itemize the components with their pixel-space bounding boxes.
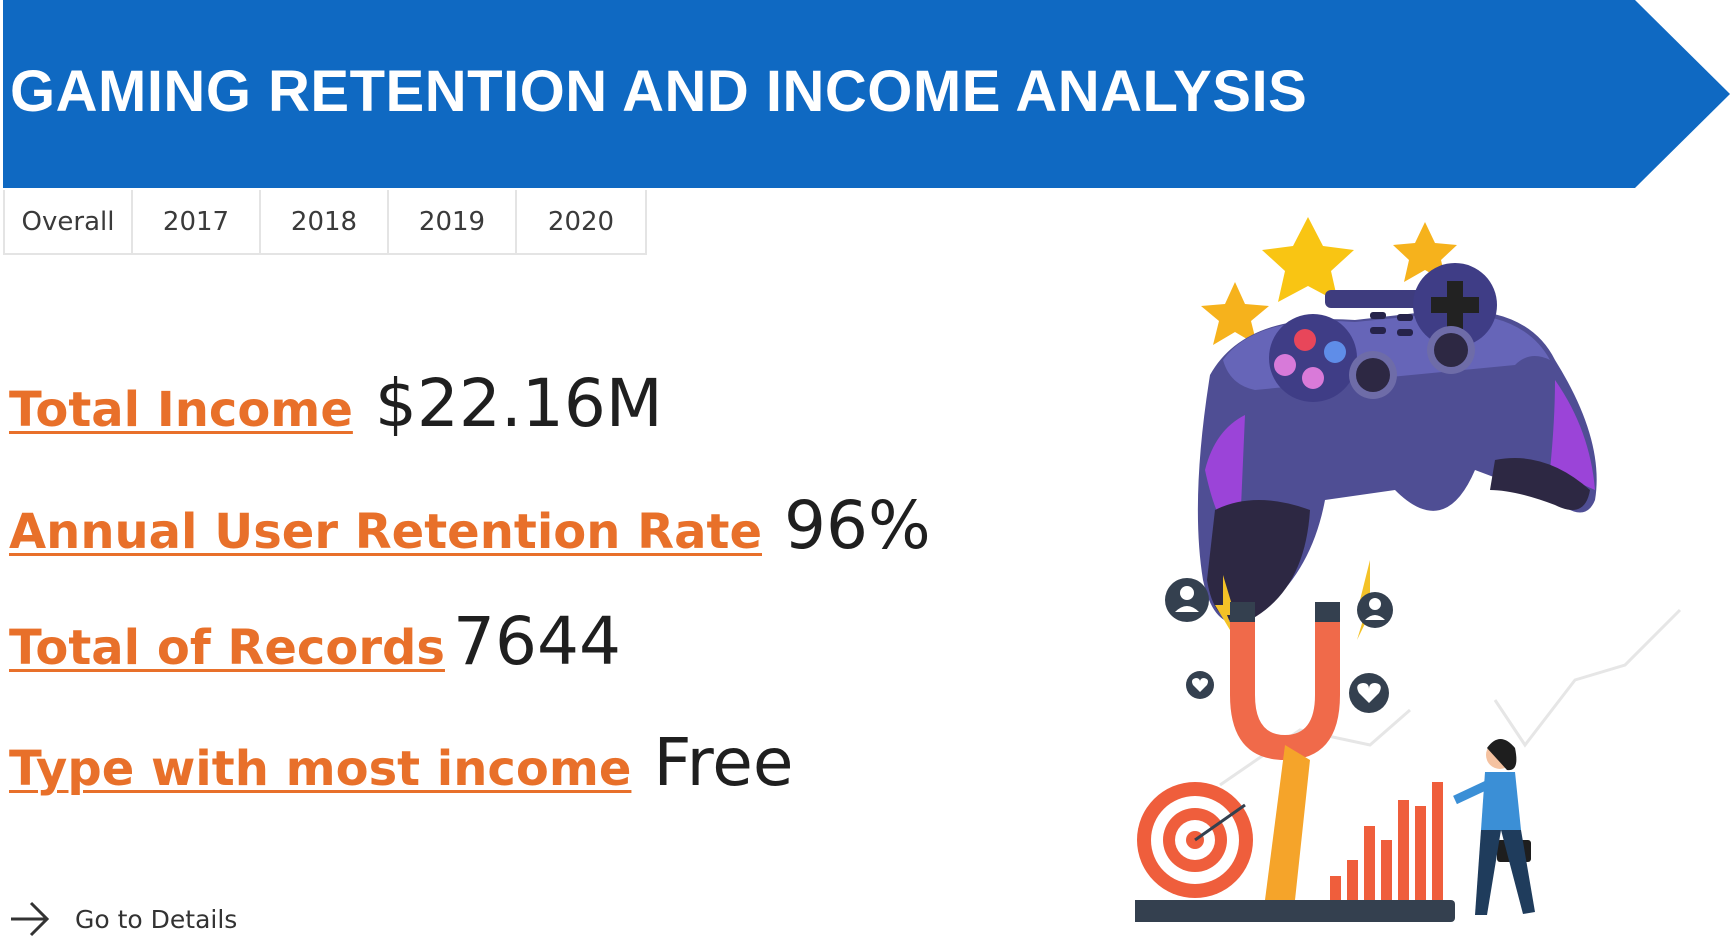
person-right bbox=[1453, 739, 1535, 915]
platform-shape bbox=[1135, 900, 1455, 922]
kpi-value-total-income: $22.16M bbox=[374, 365, 663, 442]
user-icon bbox=[1165, 578, 1209, 622]
year-tabs: Overall 2017 2018 2019 2020 bbox=[3, 190, 647, 255]
tab-2019[interactable]: 2019 bbox=[389, 190, 517, 253]
kpi-label-total-records[interactable]: Total of Records bbox=[9, 620, 445, 676]
kpi-label-total-income[interactable]: Total Income bbox=[9, 382, 353, 438]
kpi-label-top-type[interactable]: Type with most income bbox=[9, 741, 632, 797]
kpi-total-records: Total of Records 7644 bbox=[9, 603, 621, 680]
target-icon bbox=[1137, 782, 1253, 898]
heart-icon bbox=[1349, 673, 1389, 713]
tab-2017[interactable]: 2017 bbox=[133, 190, 261, 253]
gaming-illustration bbox=[1135, 217, 1682, 922]
title-banner: GAMING RETENTION AND INCOME ANALYSIS bbox=[0, 0, 1735, 190]
tab-2020[interactable]: 2020 bbox=[517, 190, 645, 253]
arrow-right-icon bbox=[11, 901, 50, 937]
user-icon bbox=[1357, 592, 1393, 628]
kpi-value-total-records: 7644 bbox=[452, 603, 621, 680]
background-trend-lines bbox=[1219, 608, 1682, 787]
gamepad-icon bbox=[1197, 263, 1597, 624]
go-to-details-button[interactable]: Go to Details bbox=[9, 895, 237, 943]
page-title: GAMING RETENTION AND INCOME ANALYSIS bbox=[10, 59, 1308, 124]
kpi-total-income: Total Income $22.16M bbox=[9, 365, 663, 442]
arm-shape bbox=[1265, 745, 1310, 900]
go-to-details-label: Go to Details bbox=[75, 904, 238, 934]
heart-icon bbox=[1186, 671, 1214, 699]
bar-chart-icon bbox=[1330, 782, 1443, 900]
star-icon bbox=[1262, 217, 1354, 302]
tab-2018[interactable]: 2018 bbox=[261, 190, 389, 253]
tab-overall[interactable]: Overall bbox=[5, 190, 133, 253]
kpi-value-retention-rate: 96% bbox=[784, 487, 931, 564]
magnet-icon bbox=[1230, 602, 1340, 760]
kpi-retention-rate: Annual User Retention Rate 96% bbox=[9, 487, 931, 564]
banner-shape bbox=[3, 0, 1730, 188]
kpi-top-type: Type with most income Free bbox=[9, 724, 794, 801]
kpi-value-top-type: Free bbox=[653, 724, 794, 801]
star-icon bbox=[1201, 282, 1269, 345]
kpi-label-retention-rate[interactable]: Annual User Retention Rate bbox=[9, 504, 762, 560]
